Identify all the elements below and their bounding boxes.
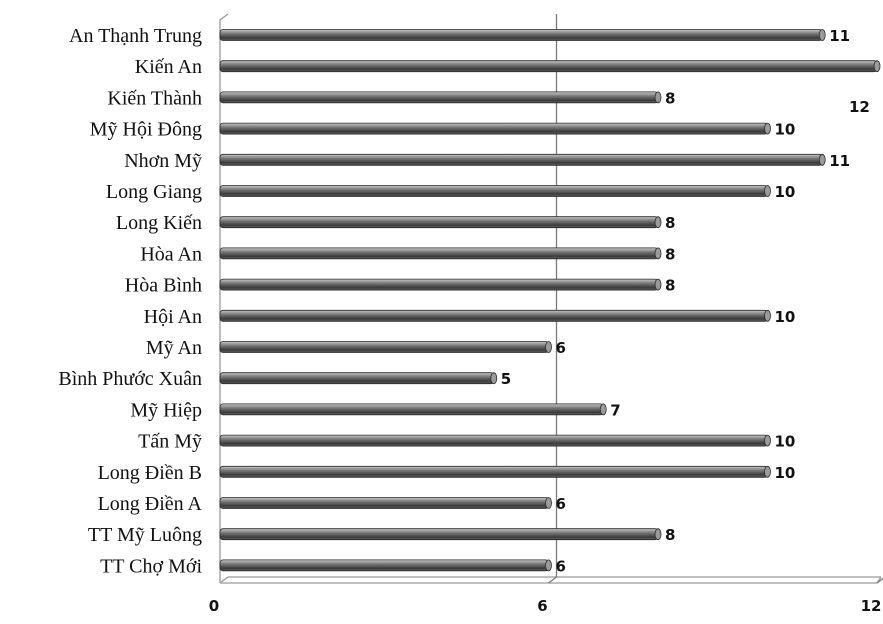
bar-end-cap — [545, 497, 552, 509]
category-label: Long Điền A — [98, 493, 203, 515]
value-label: 11 — [829, 152, 850, 170]
category-label: Nhơn Mỹ — [124, 150, 202, 172]
value-label: 11 — [829, 27, 850, 45]
bar-end-cap — [545, 559, 552, 572]
value-label: 8 — [665, 277, 675, 295]
category-label: Kiến An — [135, 56, 202, 78]
category-label: Kiến Thành — [107, 87, 202, 109]
bar-end-cap — [764, 434, 771, 447]
value-label: 6 — [556, 495, 566, 513]
value-label: 10 — [775, 464, 796, 482]
bar-end-cap — [818, 153, 826, 166]
bar — [219, 216, 659, 229]
gridline-base — [876, 577, 883, 584]
category-label: Long Kiến — [116, 212, 202, 234]
category-label: Mỹ Hội Đông — [90, 119, 202, 141]
category-label: Bình Phước Xuân — [58, 368, 202, 390]
value-label: 8 — [665, 89, 675, 107]
value-label: 12 — [849, 98, 870, 116]
bar-end-cap — [654, 247, 662, 260]
category-label: Long Giang — [106, 181, 202, 203]
x-tick-label: 6 — [537, 597, 547, 615]
value-label: 6 — [556, 557, 566, 575]
bar — [219, 497, 549, 509]
value-label: 8 — [665, 245, 675, 263]
bar — [219, 60, 878, 73]
category-label: Mỹ Hiệp — [130, 399, 202, 421]
gridline-base — [548, 576, 557, 584]
value-label: 10 — [775, 183, 796, 201]
bar-end-cap — [654, 528, 662, 541]
category-label: Hòa Bình — [125, 275, 202, 297]
bar — [219, 122, 768, 135]
bar — [219, 372, 495, 385]
bar — [219, 185, 768, 197]
bar — [219, 559, 549, 572]
value-label: 10 — [775, 308, 796, 326]
category-label: Hòa An — [140, 243, 202, 265]
category-label: TT Chợ Mới — [100, 555, 202, 577]
y-axis — [219, 13, 229, 583]
plot-area: 0 6 12 An Thạnh Trung 11 Kiến An 12 Kiến Thành 8… — [58, 13, 883, 615]
bar-end-cap — [764, 465, 771, 478]
category-label: An Thạnh Trung — [69, 25, 202, 47]
value-label: 5 — [501, 370, 511, 388]
bar-end-cap — [764, 122, 771, 135]
bar-end-cap — [545, 341, 552, 353]
bar-end-cap — [599, 403, 607, 416]
value-label: 8 — [665, 214, 675, 232]
bar — [219, 309, 768, 322]
floor-edge — [219, 576, 881, 584]
value-label: 8 — [665, 526, 675, 544]
category-label: TT Mỹ Luông — [88, 524, 202, 546]
bar — [219, 153, 823, 166]
bar-end-cap — [490, 372, 498, 385]
bar-end-cap — [873, 60, 881, 73]
bar-end-cap — [654, 91, 662, 104]
bar — [219, 434, 768, 447]
category-label: Long Điền B — [98, 462, 202, 484]
bar-end-cap — [654, 278, 662, 291]
bar-end-cap — [818, 29, 826, 41]
x-tick-label: 0 — [209, 597, 219, 615]
bar — [219, 91, 659, 104]
bar — [219, 278, 659, 291]
bar-end-cap — [764, 309, 771, 322]
bar — [219, 403, 604, 416]
x-tick-label: 12 — [861, 597, 882, 615]
value-label: 7 — [610, 401, 620, 419]
bar-end-cap — [654, 216, 662, 229]
bar — [219, 465, 768, 478]
category-label: Mỹ An — [146, 337, 202, 359]
value-label: 6 — [556, 339, 566, 357]
bar — [219, 29, 823, 41]
value-label: 10 — [775, 121, 796, 139]
value-label: 10 — [775, 433, 796, 451]
category-label: Hội An — [144, 306, 202, 328]
bar-end-cap — [764, 185, 771, 197]
bar — [219, 341, 549, 353]
category-label: Tấn Mỹ — [138, 431, 202, 453]
bar — [219, 247, 659, 260]
bar — [219, 528, 659, 541]
